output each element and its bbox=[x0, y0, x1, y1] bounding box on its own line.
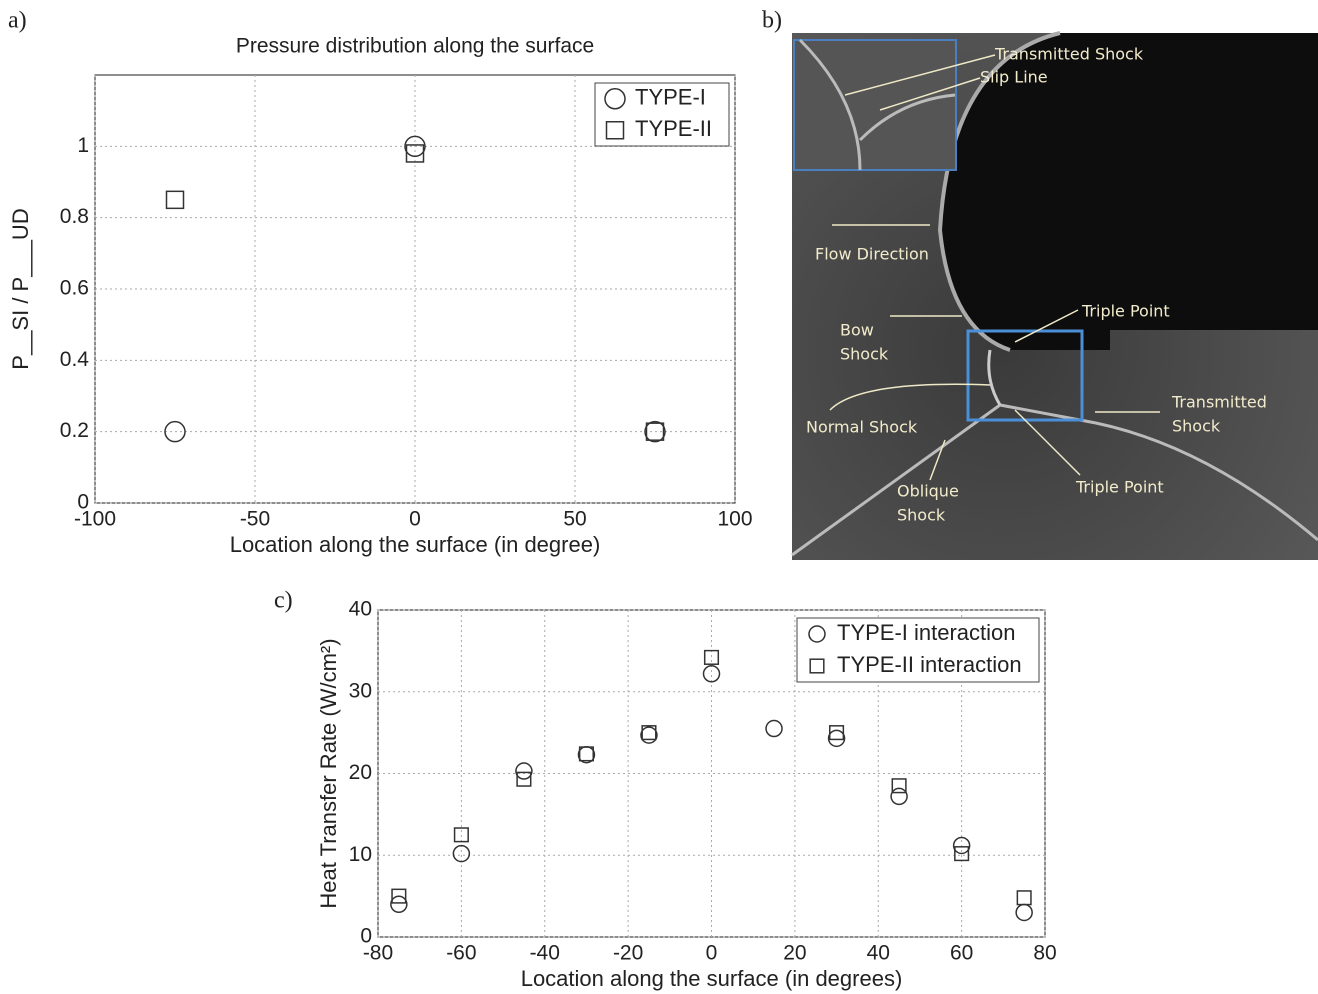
x-tick-label: -40 bbox=[530, 942, 560, 965]
y-tick-label: 0.8 bbox=[60, 205, 89, 228]
legend-label: TYPE-II bbox=[635, 116, 712, 141]
legend-label: TYPE-I interaction bbox=[837, 620, 1016, 645]
y-tick-label: 10 bbox=[349, 843, 372, 866]
photo-label: Shock bbox=[897, 506, 946, 525]
x-tick-label: 20 bbox=[783, 942, 806, 965]
x-tick-label: -60 bbox=[446, 942, 476, 965]
chart-title: Pressure distribution along the surface bbox=[236, 35, 594, 58]
x-tick-label: 60 bbox=[950, 942, 973, 965]
y-tick-label: 20 bbox=[349, 761, 372, 784]
photo-label: Transmitted bbox=[1171, 393, 1267, 412]
figure: a) b) c) Transmitted Shock Slip Line Flow … bbox=[0, 0, 1318, 994]
y-tick-label: 0 bbox=[360, 925, 372, 948]
photo-label: Shock bbox=[1172, 417, 1221, 436]
x-tick-label: 80 bbox=[1033, 942, 1056, 965]
schlieren-photo bbox=[792, 33, 1318, 560]
x-axis-label: Location along the surface (in degrees) bbox=[521, 966, 903, 991]
legend-label: TYPE-I bbox=[635, 85, 706, 110]
photo-label: Triple Point bbox=[1075, 478, 1164, 497]
x-tick-label: 50 bbox=[563, 508, 586, 531]
photo-label: Shock bbox=[840, 345, 889, 364]
y-tick-label: 1 bbox=[77, 134, 89, 157]
x-tick-label: 0 bbox=[409, 508, 421, 531]
y-tick-label: 0.2 bbox=[60, 419, 89, 442]
y-tick-label: 0.6 bbox=[60, 277, 89, 300]
y-axis-label: Heat Transfer Rate (W/cm²) bbox=[316, 638, 341, 908]
y-tick-label: 40 bbox=[349, 598, 372, 621]
x-tick-label: 40 bbox=[867, 942, 890, 965]
photo-label: Bow bbox=[840, 321, 874, 340]
panel-label: b) bbox=[762, 8, 782, 34]
y-tick-label: 0 bbox=[77, 491, 89, 514]
y-tick-label: 30 bbox=[349, 679, 372, 702]
x-tick-label: 100 bbox=[717, 508, 752, 531]
x-axis-label: Location along the surface (in degree) bbox=[230, 532, 601, 557]
photo-label: Transmitted Shock bbox=[994, 45, 1144, 64]
y-tick-label: 0.4 bbox=[60, 348, 90, 371]
x-tick-label: -20 bbox=[613, 942, 643, 965]
x-tick-label: 0 bbox=[706, 942, 718, 965]
photo-label: Normal Shock bbox=[806, 418, 918, 437]
panel-label: a) bbox=[8, 8, 27, 34]
panel-label: c) bbox=[274, 588, 293, 614]
legend-label: TYPE-II interaction bbox=[837, 652, 1022, 677]
photo-label: Oblique bbox=[897, 482, 959, 501]
y-axis-label: P__SI / P___UD bbox=[8, 208, 33, 369]
photo-label: Triple Point bbox=[1081, 302, 1170, 321]
photo-label: Flow Direction bbox=[815, 245, 929, 264]
photo-label: Slip Line bbox=[980, 68, 1048, 87]
x-tick-label: -50 bbox=[240, 508, 270, 531]
